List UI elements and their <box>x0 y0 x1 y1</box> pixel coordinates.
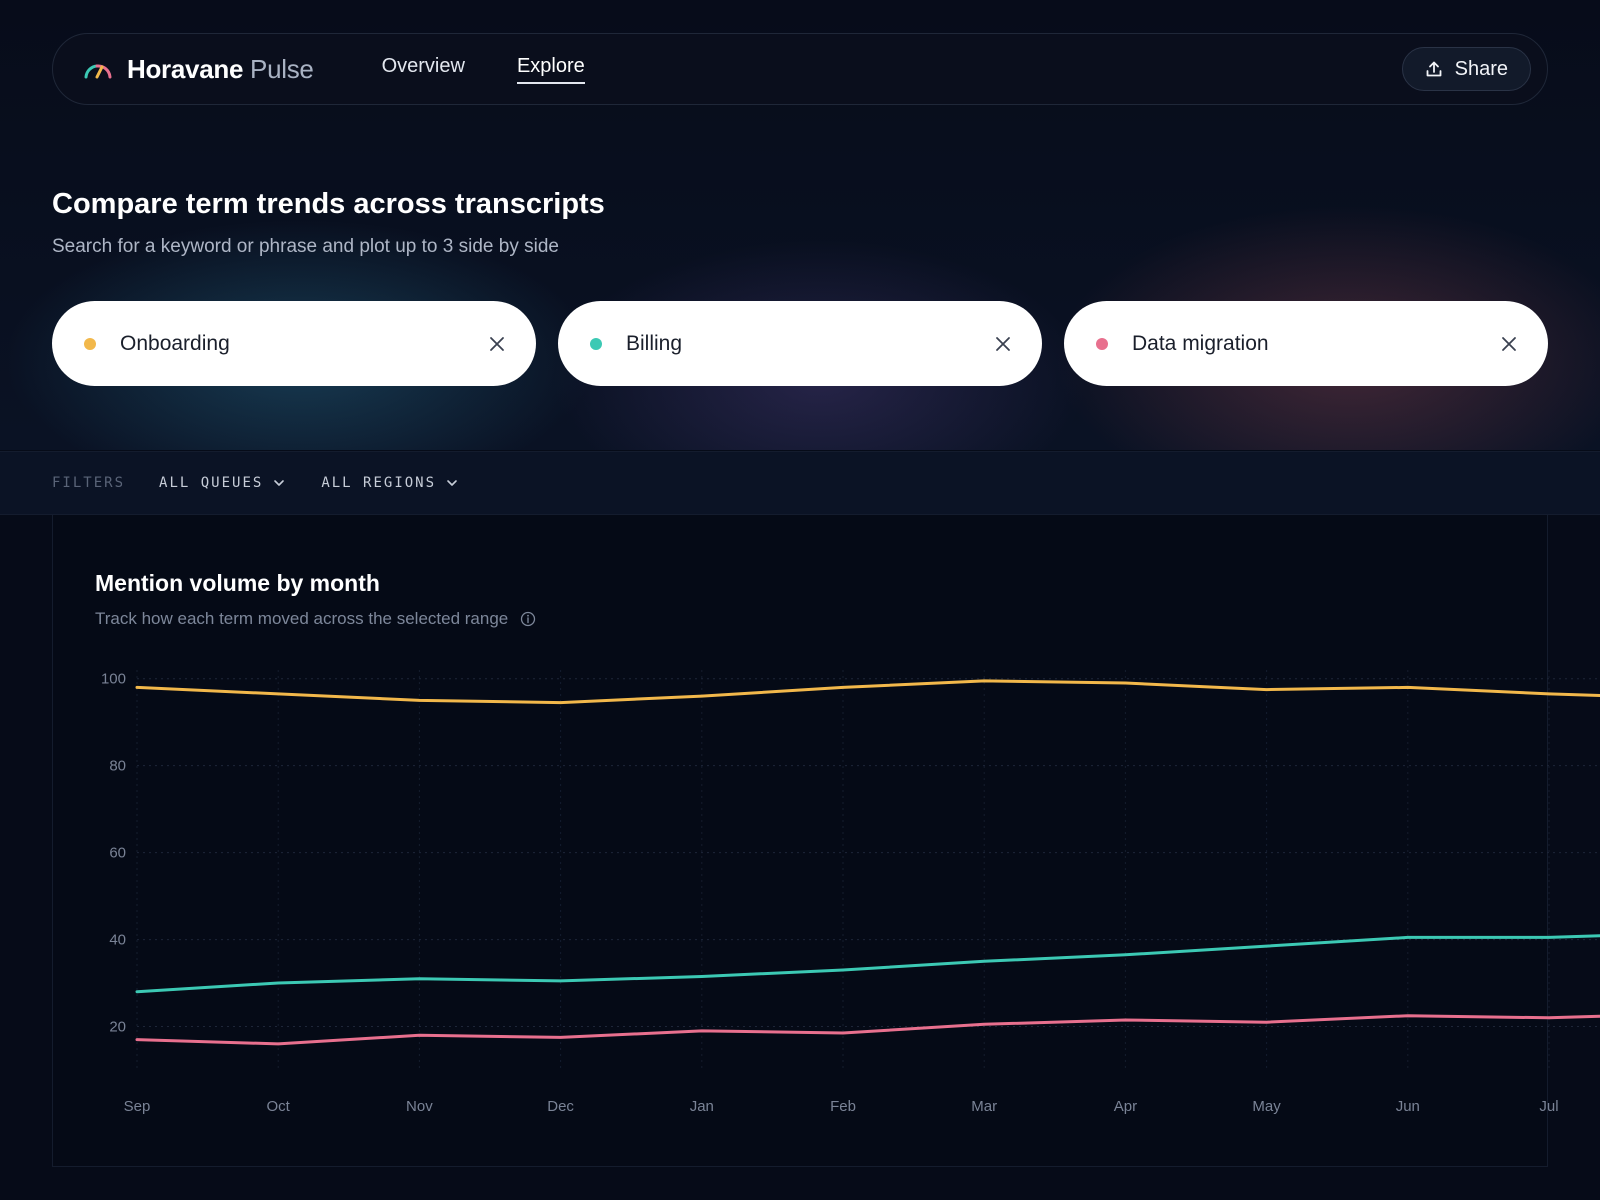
y-axis: 20 40 60 80 100 <box>101 671 126 1036</box>
x-tick-label: Nov <box>406 1098 433 1115</box>
term-label: Billing <box>626 331 683 355</box>
term-color-dot <box>590 337 602 350</box>
x-tick-label: Dec <box>547 1098 574 1115</box>
chart-grid <box>136 670 1600 1070</box>
x-tick-label: Jul <box>1539 1098 1558 1115</box>
term-pill-billing[interactable]: Billing <box>558 301 1042 386</box>
x-tick-label: Mar <box>971 1098 997 1115</box>
chevron-down-icon <box>274 480 285 486</box>
upload-icon <box>1426 61 1442 77</box>
chart-card <box>52 515 1548 1167</box>
info-icon[interactable] <box>520 611 536 627</box>
gauge-logo-icon <box>84 64 112 79</box>
y-tick-label: 80 <box>109 758 126 775</box>
x-axis: Sep Oct Nov Dec Jan Feb Mar Apr May Jun Jul <box>124 1098 1559 1115</box>
x-tick-label: Jun <box>1396 1098 1420 1115</box>
y-tick-label: 40 <box>109 932 126 949</box>
x-tick-label: Jan <box>690 1098 714 1115</box>
chart-subtitle: Track how each term moved across the sel… <box>95 609 536 629</box>
top-nav: Horavane Pulse Overview Explore Share <box>52 33 1548 105</box>
queues-dropdown-label: ALL QUEUES <box>159 475 264 491</box>
series-line-data-migration[interactable] <box>135 1014 1600 1046</box>
nav-explore[interactable]: Explore <box>516 55 585 84</box>
regions-dropdown[interactable]: ALL REGIONS <box>321 475 458 491</box>
term-list: Onboarding Billing Data migration <box>52 301 1548 386</box>
brand[interactable]: Horavane Pulse <box>83 54 314 85</box>
filters-bar: FILTERS ALL QUEUES ALL REGIONS <box>0 451 1600 515</box>
term-pill-data-migration[interactable]: Data migration <box>1064 301 1548 386</box>
line-chart: 20 40 60 80 100 Sep Oct Nov Dec Jan Feb Mar Apr May J… <box>101 670 1600 1115</box>
term-label: Onboarding <box>120 331 230 355</box>
term-label: Data migration <box>1132 331 1269 355</box>
y-tick-label: 20 <box>109 1019 126 1036</box>
page-title: Compare term trends across transcripts <box>52 188 605 220</box>
term-color-dot <box>84 337 96 350</box>
main-nav: Overview Explore <box>382 55 585 84</box>
x-tick-label: Apr <box>1114 1098 1137 1115</box>
brand-name: Horavane Pulse <box>127 53 314 84</box>
share-label: Share <box>1454 57 1508 80</box>
regions-dropdown-label: ALL REGIONS <box>321 475 437 491</box>
share-button[interactable]: Share <box>1401 47 1531 91</box>
chart-series <box>135 679 1600 1046</box>
series-line-billing[interactable] <box>135 933 1600 994</box>
filters-label: FILTERS <box>52 475 126 491</box>
x-tick-label: Feb <box>830 1098 856 1115</box>
close-icon[interactable] <box>488 335 506 353</box>
x-tick-label: May <box>1252 1098 1281 1115</box>
close-icon[interactable] <box>1500 335 1518 353</box>
term-pill-onboarding[interactable]: Onboarding <box>52 301 536 386</box>
y-tick-label: 60 <box>109 845 126 862</box>
y-tick-label: 100 <box>101 671 126 688</box>
queues-dropdown[interactable]: ALL QUEUES <box>159 475 285 491</box>
x-tick-label: Sep <box>124 1098 151 1115</box>
close-icon[interactable] <box>994 335 1012 353</box>
series-line-onboarding[interactable] <box>135 679 1600 705</box>
x-tick-label: Oct <box>267 1098 291 1115</box>
term-color-dot <box>1096 337 1108 350</box>
page-subtitle: Search for a keyword or phrase and plot … <box>52 236 559 257</box>
nav-overview[interactable]: Overview <box>381 54 465 77</box>
chevron-down-icon <box>447 480 457 486</box>
chart-subtitle-text: Track how each term moved across the sel… <box>95 609 509 628</box>
chart-title: Mention volume by month <box>95 570 380 596</box>
brand-suffix: Pulse <box>250 53 314 84</box>
